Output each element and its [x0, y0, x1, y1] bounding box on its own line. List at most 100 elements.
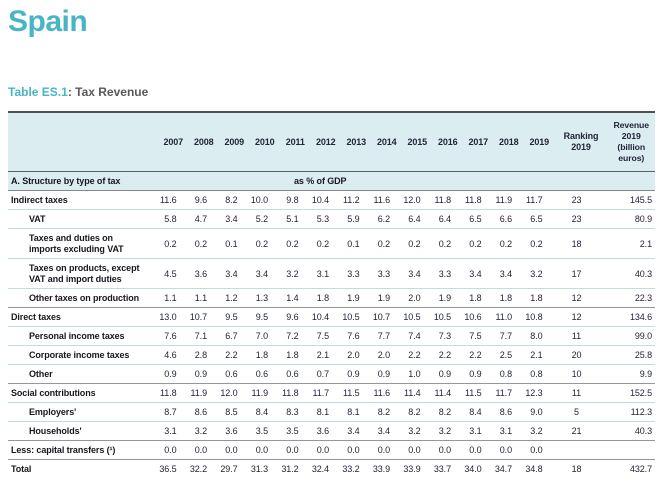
year-value-cell: 0.6 — [219, 364, 250, 384]
year-value-cell: 0.1 — [219, 228, 250, 259]
year-value-cell: 11.4 — [402, 383, 433, 403]
row-label: Corporate income taxes — [8, 345, 158, 365]
year-value-cell: 34.0 — [463, 459, 494, 477]
ranking-cell: 12 — [554, 288, 608, 308]
year-value-cell: 3.4 — [402, 258, 433, 289]
year-value-cell: 9.0 — [524, 402, 555, 422]
header-ranking: Ranking 2019 — [554, 112, 608, 172]
year-value-cell: 7.4 — [402, 326, 433, 346]
year-value-cell: 2.1 — [310, 345, 341, 365]
table-row: Taxes and duties on imports excluding VA… — [8, 228, 655, 259]
year-value-cell: 33.9 — [402, 459, 433, 477]
year-value-cell: 8.3 — [280, 402, 311, 422]
revenue-cell: 80.9 — [607, 209, 655, 229]
row-label: Direct taxes — [8, 307, 158, 327]
ranking-cell: 23 — [554, 209, 608, 229]
revenue-cell: 40.3 — [607, 258, 655, 289]
year-value-cell: 0.2 — [188, 228, 219, 259]
ranking-cell: 17 — [554, 258, 608, 289]
ranking-cell: 5 — [554, 402, 608, 422]
year-value-cell: 0.2 — [524, 228, 555, 259]
year-value-cell: 3.6 — [188, 258, 219, 289]
year-value-cell: 11.5 — [463, 383, 494, 403]
table-row: Households' 3.1 3.2 3.6 3.5 3.5 3.6 3.4 3.4 3.2 3.… — [8, 421, 655, 441]
year-value-cell: 0.1 — [341, 228, 372, 259]
year-value-cell: 0.9 — [158, 364, 189, 384]
ranking-cell: 11 — [554, 326, 608, 346]
table-row: Corporate income taxes 4.6 2.8 2.2 1.8 1.8 2.1… — [8, 345, 655, 365]
year-value-cell: 6.5 — [463, 209, 494, 229]
table-header-row: 2007 2008 2009 2010 2011 2012 2013 2014 2015 2016… — [8, 112, 655, 172]
revenue-cell: 112.3 — [607, 402, 655, 422]
table-row: Less: capital transfers (¹) 0.0 0.0 0.0 0.0 0… — [8, 440, 655, 460]
year-value-cell: 0.0 — [280, 440, 311, 460]
revenue-cell: 432.7 — [607, 459, 655, 477]
year-value-cell: 0.8 — [524, 364, 555, 384]
year-value-cell: 0.6 — [280, 364, 311, 384]
year-value-cell: 1.1 — [158, 288, 189, 308]
year-value-cell: 12.3 — [524, 383, 555, 403]
header-year: 2016 — [432, 112, 463, 172]
section-label: A. Structure by type of tax — [8, 171, 158, 191]
year-value-cell: 11.9 — [249, 383, 280, 403]
year-value-cell: 0.2 — [158, 228, 189, 259]
header-year: 2008 — [188, 112, 219, 172]
year-value-cell: 8.2 — [402, 402, 433, 422]
row-label: VAT — [8, 209, 158, 229]
year-value-cell: 11.8 — [463, 190, 494, 210]
ranking-cell: 23 — [554, 190, 608, 210]
year-value-cell: 1.9 — [371, 288, 402, 308]
header-year: 2018 — [493, 112, 524, 172]
year-value-cell: 32.4 — [310, 459, 341, 477]
year-value-cell: 3.4 — [341, 421, 372, 441]
year-value-cell: 33.2 — [341, 459, 372, 477]
year-value-cell: 3.5 — [280, 421, 311, 441]
row-label: Taxes and duties on imports excluding VA… — [8, 228, 158, 259]
header-year: 2010 — [249, 112, 280, 172]
year-value-cell: 6.6 — [493, 209, 524, 229]
header-year: 2013 — [341, 112, 372, 172]
ranking-cell: 12 — [554, 307, 608, 327]
row-label: Employers' — [8, 402, 158, 422]
header-year: 2009 — [219, 112, 250, 172]
table-caption: Table ES.1: Tax Revenue — [8, 85, 659, 99]
year-value-cell: 6.7 — [219, 326, 250, 346]
year-value-cell: 7.3 — [432, 326, 463, 346]
row-label: Less: capital transfers (¹) — [8, 440, 158, 460]
year-value-cell: 8.7 — [158, 402, 189, 422]
revenue-cell: 99.0 — [607, 326, 655, 346]
year-value-cell: 33.9 — [371, 459, 402, 477]
year-value-cell: 0.9 — [371, 364, 402, 384]
year-value-cell: 3.5 — [249, 421, 280, 441]
year-value-cell: 9.5 — [219, 307, 250, 327]
year-value-cell: 6.5 — [524, 209, 555, 229]
year-value-cell: 2.2 — [402, 345, 433, 365]
year-value-cell: 1.8 — [493, 288, 524, 308]
year-value-cell: 10.7 — [371, 307, 402, 327]
year-value-cell: 6.2 — [371, 209, 402, 229]
row-label: Total — [8, 459, 158, 477]
revenue-cell: 22.3 — [607, 288, 655, 308]
ranking-cell: 10 — [554, 364, 608, 384]
year-value-cell: 0.0 — [158, 440, 189, 460]
year-value-cell: 0.2 — [493, 228, 524, 259]
year-value-cell: 0.6 — [249, 364, 280, 384]
year-value-cell: 0.0 — [341, 440, 372, 460]
year-value-cell: 11.6 — [371, 190, 402, 210]
header-year: 2017 — [463, 112, 494, 172]
year-value-cell: 1.4 — [280, 288, 311, 308]
year-value-cell: 0.2 — [310, 228, 341, 259]
year-value-cell: 3.1 — [158, 421, 189, 441]
ranking-cell: 21 — [554, 421, 608, 441]
table-row: Personal income taxes 7.6 7.1 6.7 7.0 7.2 7.5 7… — [8, 326, 655, 346]
year-value-cell: 10.6 — [463, 307, 494, 327]
year-value-cell: 3.2 — [524, 258, 555, 289]
table-row: VAT 5.8 4.7 3.4 5.2 5.1 5.3 5.9 6.2 6.4 6.4 6.5 6.6 6… — [8, 209, 655, 229]
year-value-cell: 7.7 — [371, 326, 402, 346]
table-row: Taxes on products, except VAT and import… — [8, 258, 655, 289]
year-value-cell: 8.5 — [219, 402, 250, 422]
year-value-cell: 8.6 — [188, 402, 219, 422]
row-label: Personal income taxes — [8, 326, 158, 346]
year-value-cell: 0.2 — [402, 228, 433, 259]
year-value-cell: 5.3 — [310, 209, 341, 229]
